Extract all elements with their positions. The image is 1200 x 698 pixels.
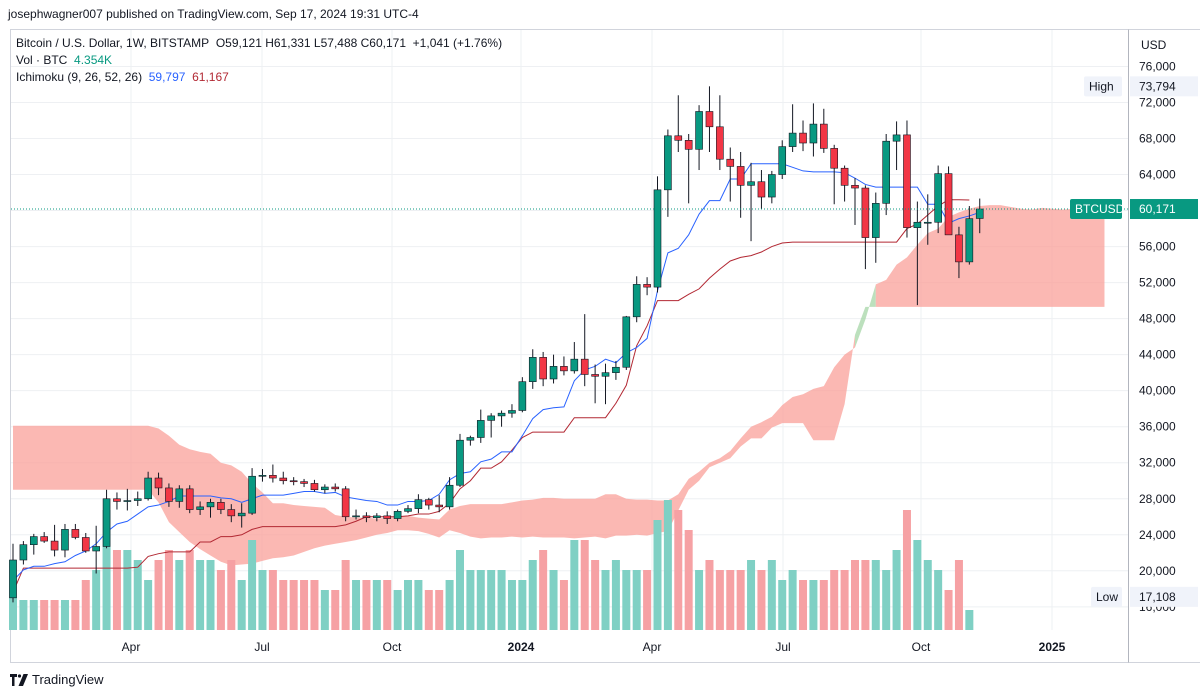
price-change: +1,041 (+1.76%)	[412, 36, 503, 50]
ohlc-values: O59,121 H61,331 L57,488 C60,171	[215, 36, 406, 50]
volume-value: 4.354K	[74, 53, 113, 67]
volume-label[interactable]: Vol · BTC	[16, 53, 68, 67]
symbol-name[interactable]: Bitcoin / U.S. Dollar, 1W, BITSTAMP	[16, 36, 210, 50]
base-value: 61,167	[192, 70, 229, 84]
conversion-value: 59,797	[148, 70, 186, 84]
chart-legend: Bitcoin / U.S. Dollar, 1W, BITSTAMP O59,…	[16, 35, 502, 86]
ichimoku-row: Ichimoku (9, 26, 52, 26) 59,797 61,167	[16, 69, 502, 86]
volume-row: Vol · BTC 4.354K	[16, 52, 502, 69]
tradingview-logo-icon	[10, 673, 28, 686]
chart-pane[interactable]	[10, 29, 1129, 663]
tradingview-brand: TradingView	[32, 672, 104, 687]
ichimoku-label[interactable]: Ichimoku (9, 26, 52, 26)	[16, 70, 143, 84]
symbol-row: Bitcoin / U.S. Dollar, 1W, BITSTAMP O59,…	[16, 35, 502, 52]
tradingview-footer[interactable]: TradingView	[10, 672, 104, 687]
price-axis[interactable]	[1128, 29, 1200, 663]
publisher-caption: josephwagner007 published on TradingView…	[8, 7, 419, 21]
